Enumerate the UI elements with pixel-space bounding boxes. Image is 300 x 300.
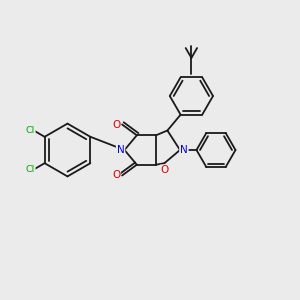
Text: Cl: Cl xyxy=(26,165,35,174)
Text: O: O xyxy=(112,170,120,181)
Text: N: N xyxy=(180,145,188,155)
Text: O: O xyxy=(112,119,120,130)
Text: O: O xyxy=(160,165,169,176)
Text: Cl: Cl xyxy=(26,126,35,135)
Text: N: N xyxy=(117,145,124,155)
